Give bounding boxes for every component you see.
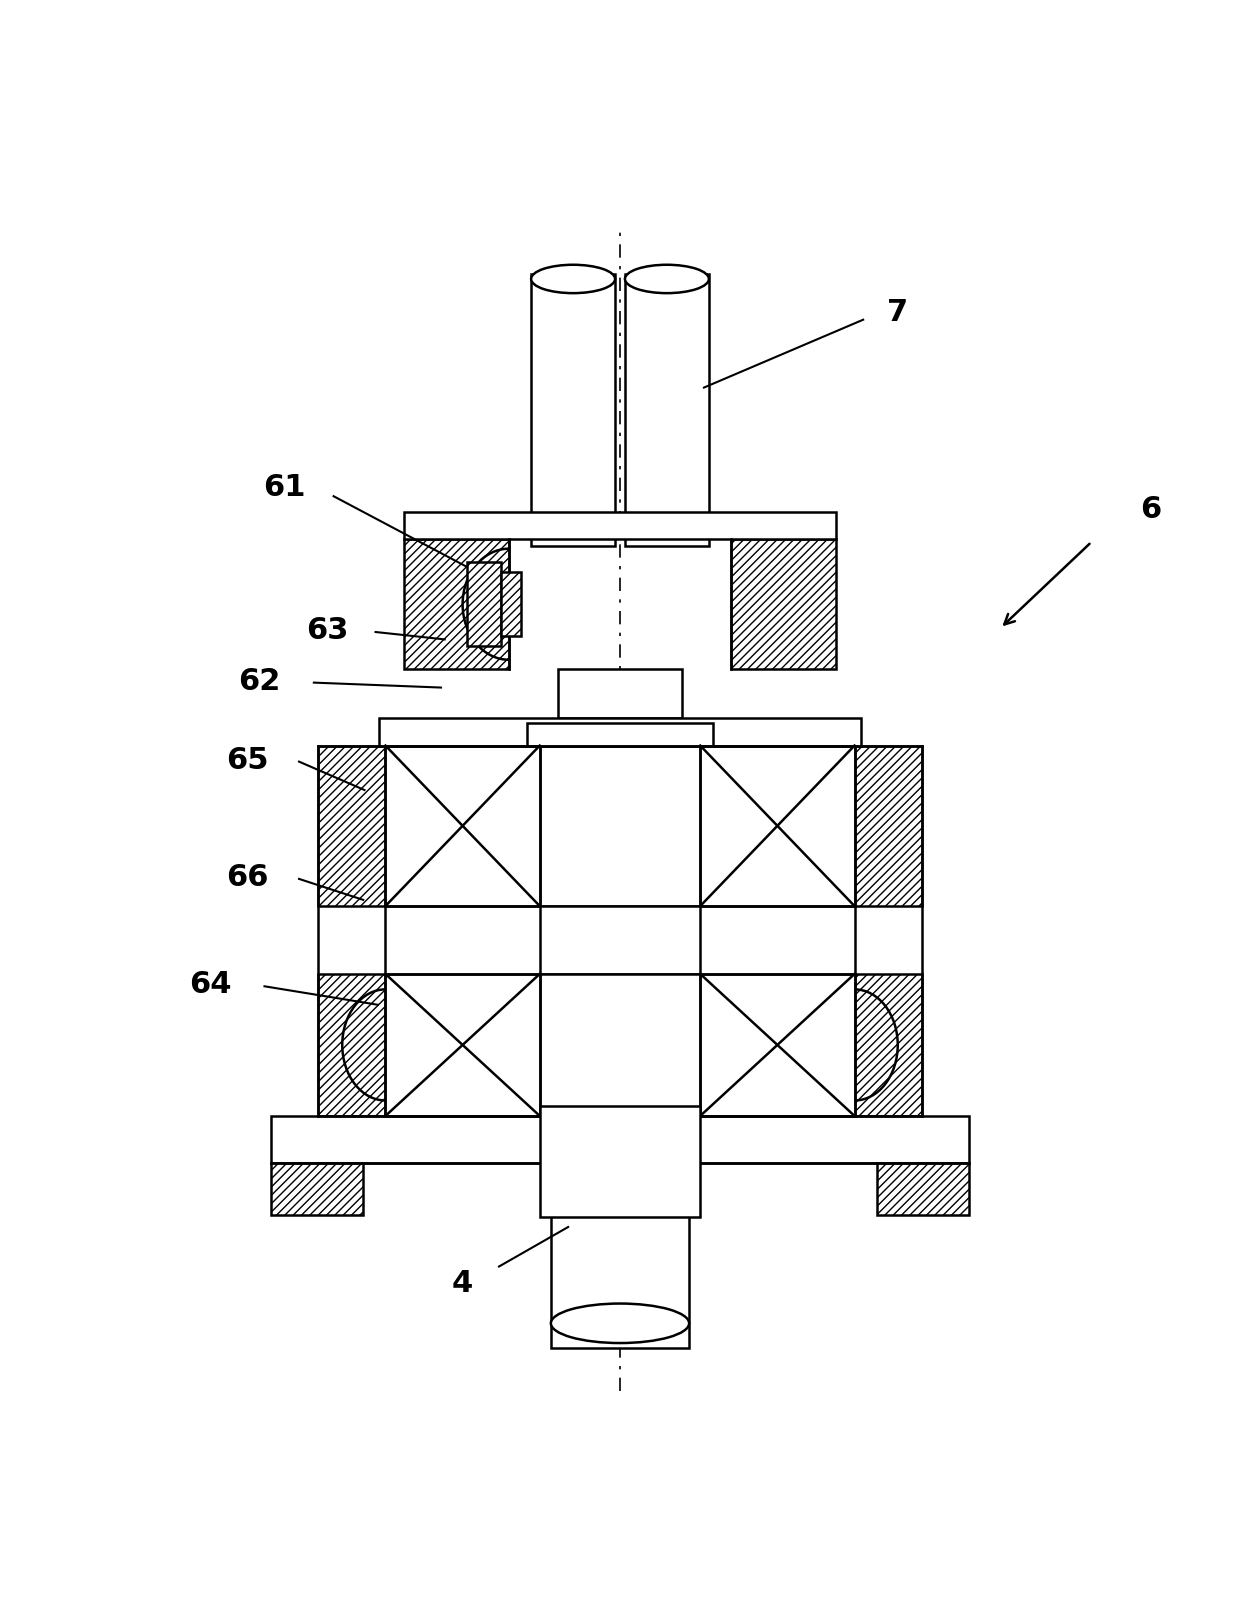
Text: 62: 62 xyxy=(238,665,280,695)
Bar xyxy=(701,974,854,1117)
Text: 61: 61 xyxy=(263,472,305,502)
Bar xyxy=(467,563,501,648)
Bar xyxy=(379,719,861,747)
Bar xyxy=(386,974,539,1117)
Bar xyxy=(877,1164,970,1216)
Text: 66: 66 xyxy=(226,862,268,891)
Text: 63: 63 xyxy=(306,615,348,644)
Bar xyxy=(539,974,701,1117)
Bar xyxy=(501,573,521,636)
Text: 6: 6 xyxy=(1141,495,1162,524)
Bar xyxy=(539,1107,701,1217)
Ellipse shape xyxy=(625,266,709,294)
Bar xyxy=(531,274,615,547)
Bar xyxy=(854,747,923,907)
Bar xyxy=(386,747,539,907)
Bar xyxy=(551,1216,689,1349)
Bar xyxy=(404,513,836,540)
Bar xyxy=(558,670,682,719)
Bar xyxy=(270,1164,363,1216)
Bar xyxy=(270,1117,970,1164)
Bar xyxy=(317,974,386,1117)
Bar xyxy=(386,907,854,974)
Bar xyxy=(404,540,508,670)
Ellipse shape xyxy=(551,1303,689,1344)
Bar xyxy=(539,907,701,974)
Text: 64: 64 xyxy=(188,969,232,998)
Bar xyxy=(527,724,713,747)
Bar xyxy=(701,747,854,907)
Bar xyxy=(854,974,923,1117)
Bar xyxy=(625,274,709,547)
Bar xyxy=(539,747,701,907)
Bar xyxy=(732,540,836,670)
Text: 4: 4 xyxy=(451,1268,472,1297)
Ellipse shape xyxy=(531,266,615,294)
Bar xyxy=(317,747,386,907)
Text: 65: 65 xyxy=(226,745,268,774)
Text: 7: 7 xyxy=(887,297,909,326)
